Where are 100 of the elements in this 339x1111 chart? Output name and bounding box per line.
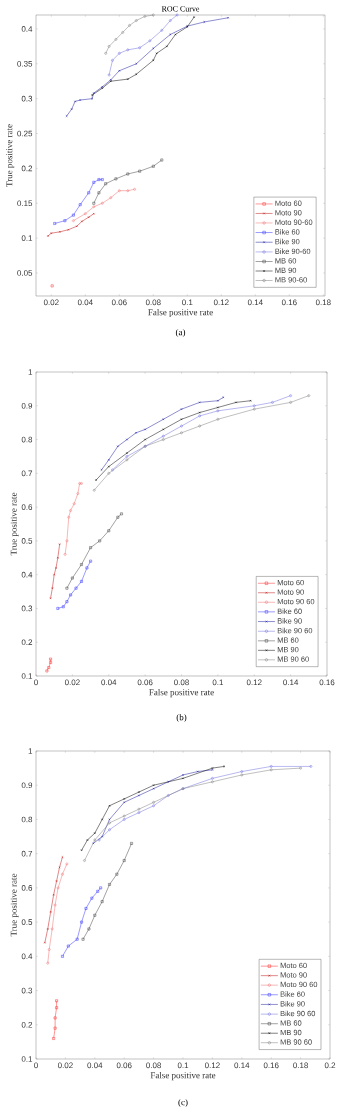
point [72,502,76,506]
point [155,52,158,55]
point [115,872,119,876]
point [161,434,165,438]
point [138,169,142,173]
point [53,903,57,907]
text: (a) [175,328,186,338]
point [144,438,147,441]
point [138,46,142,50]
point [80,580,83,583]
point [151,164,155,168]
point [61,605,65,609]
point [211,777,214,780]
point [46,927,49,930]
point [79,99,82,102]
point [108,821,111,825]
point [134,19,138,22]
point [211,780,214,784]
point [100,201,104,205]
point [181,777,185,780]
point [90,896,94,900]
point [126,78,129,81]
point [63,219,67,223]
point [47,948,51,951]
point [168,19,172,22]
point [174,33,177,36]
point [116,445,119,448]
y-axis-title: True positive rate [6,124,15,187]
point [93,838,97,842]
point [74,586,78,590]
point [137,811,141,814]
point [93,832,96,835]
point [49,661,52,664]
point [111,58,114,62]
point [56,886,60,890]
point [166,794,170,797]
point [122,818,126,821]
point [203,20,206,23]
point [76,492,80,495]
point [161,438,165,441]
y-axis-title: True positive rate [10,873,19,937]
point [162,428,165,431]
text: (c) [178,1098,188,1108]
x-axis-title: False positive rate [150,1072,216,1081]
text: (b) [176,713,187,723]
point [101,818,104,821]
point [269,765,273,768]
x-axis-title: False positive rate [149,689,214,698]
point [180,431,183,435]
point [128,24,131,27]
point [72,213,75,217]
point [167,780,170,783]
point [107,529,111,533]
point [80,563,83,566]
point [86,838,89,842]
point [152,47,155,50]
point [162,418,165,421]
point [144,428,147,431]
point [114,177,118,181]
point [121,31,125,34]
point [160,28,164,32]
point [198,424,202,428]
point [55,880,58,883]
point [92,205,96,209]
point [87,216,90,219]
point [108,828,111,832]
point [126,172,130,176]
point [67,944,70,948]
point [143,15,147,18]
point [51,587,54,590]
y-axis-title: True positive rate [10,492,19,556]
point [69,509,72,512]
point [107,465,110,468]
point [53,573,56,576]
point [135,431,138,434]
point [58,866,61,869]
point [289,401,292,404]
point [53,1026,57,1030]
point [69,593,72,597]
point [108,883,111,886]
point [100,900,104,903]
point [80,920,83,924]
point [126,189,130,193]
point [117,189,121,193]
point [87,927,91,931]
point [165,45,168,48]
point [216,409,220,413]
point [235,401,238,404]
point [137,807,141,811]
point [148,39,152,43]
point [180,408,183,411]
point [180,418,183,421]
point [152,801,155,804]
point [117,51,121,55]
point [97,191,101,195]
point [50,284,54,288]
point [198,401,201,404]
point [107,458,110,461]
point [216,417,220,421]
point [269,768,273,772]
